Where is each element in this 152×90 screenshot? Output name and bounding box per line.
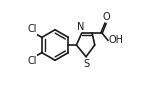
Text: N: N	[77, 22, 84, 32]
Text: S: S	[83, 58, 90, 68]
Text: Cl: Cl	[28, 24, 37, 34]
Text: Cl: Cl	[28, 56, 37, 66]
Text: O: O	[102, 12, 110, 22]
Text: OH: OH	[109, 35, 124, 45]
